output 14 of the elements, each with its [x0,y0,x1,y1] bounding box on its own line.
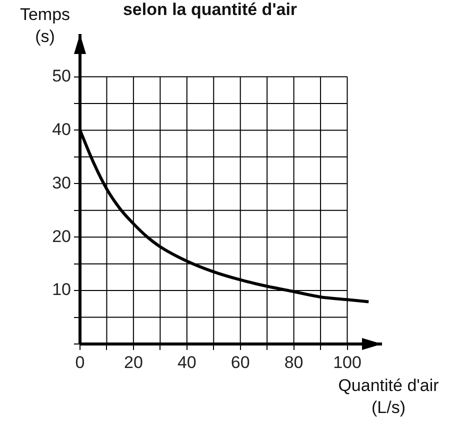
y-tick-label: 30 [52,173,71,192]
chart-title: selon la quantité d'air [122,0,298,20]
x-tick-label: 60 [230,352,250,372]
y-tick-label: 40 [52,120,71,139]
y-axis-title: Temps (s) [18,4,72,48]
x-tick-label: 20 [124,352,143,372]
y-tick-label: 20 [52,226,71,246]
x-tick-label: 40 [177,352,196,372]
x-tick-label: 0 [75,352,85,372]
y-tick-label: 10 [52,280,71,300]
y-tick-label: 50 [52,66,71,86]
x-tick-label: 80 [284,352,304,372]
x-tick-label: 100 [333,352,362,372]
x-axis-title: Quantité d'air (L/s) [337,375,440,419]
